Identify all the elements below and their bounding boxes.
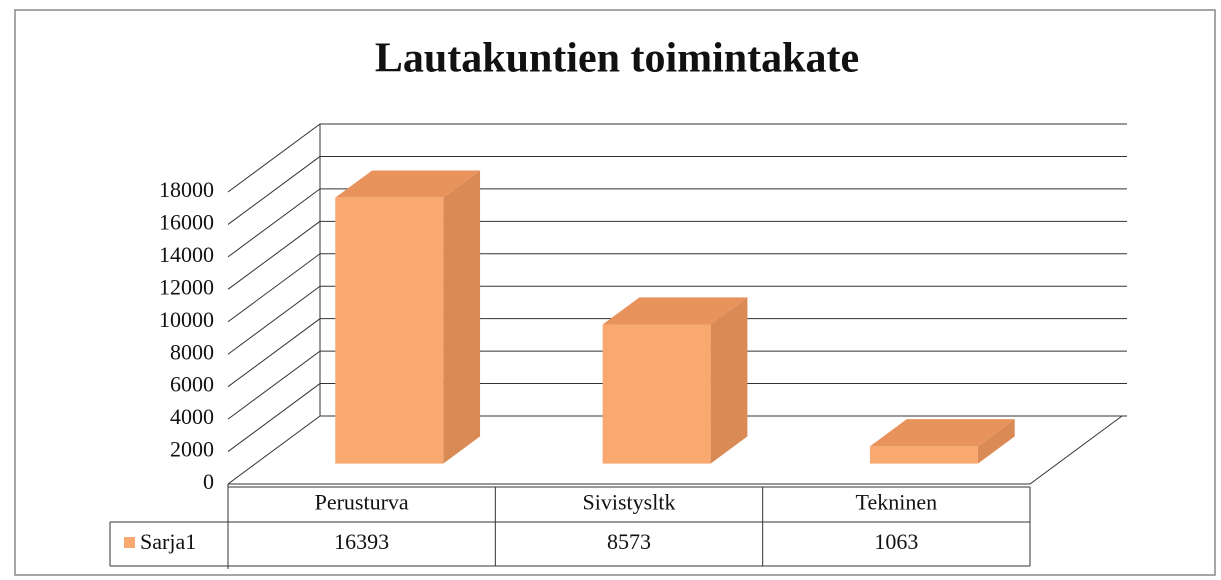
y-tick-label: 6000: [170, 372, 214, 397]
y-tick-label: 18000: [159, 177, 214, 202]
floor: [228, 415, 1123, 485]
bar-side: [977, 419, 1015, 464]
grid-line: [227, 350, 321, 420]
y-tick-label: 0: [203, 469, 214, 494]
chart-title: Lautakuntien toimintakate: [375, 36, 859, 82]
y-tick-label: 14000: [159, 242, 214, 267]
y-tick-label: 16000: [159, 209, 214, 234]
bar-side: [443, 170, 481, 464]
grid-line: [227, 156, 321, 225]
y-tick-label: 8000: [170, 339, 214, 364]
legend-label: Sarja1: [140, 529, 196, 554]
grid-line: [227, 123, 321, 193]
bar-top: [869, 419, 1015, 447]
y-tick-label: 2000: [170, 437, 214, 462]
x-tick-label: Tekninen: [856, 490, 938, 515]
grid-line: [227, 285, 321, 355]
table-value: 16393: [334, 529, 389, 554]
bar: [869, 446, 978, 464]
grid-line: [227, 318, 321, 388]
grid-line: [227, 188, 321, 258]
grid-line: [227, 253, 321, 323]
legend-key: [124, 537, 135, 548]
x-tick-label: Sivistysltk: [583, 490, 676, 515]
bar-top: [602, 297, 748, 325]
bar: [335, 197, 444, 464]
grid-line: [227, 220, 321, 290]
table-value: 8573: [607, 529, 651, 554]
table-value: 1063: [874, 529, 918, 554]
bar-top: [335, 170, 481, 198]
x-tick-label: Perusturva: [315, 490, 409, 515]
bar-side: [710, 297, 748, 464]
grid-line: [227, 415, 321, 485]
bar: [602, 324, 711, 464]
y-tick-label: 10000: [159, 307, 214, 332]
y-tick-label: 4000: [170, 404, 214, 429]
y-tick-label: 12000: [159, 274, 214, 299]
grid-line: [227, 383, 321, 452]
chart-frame: [14, 9, 1216, 576]
